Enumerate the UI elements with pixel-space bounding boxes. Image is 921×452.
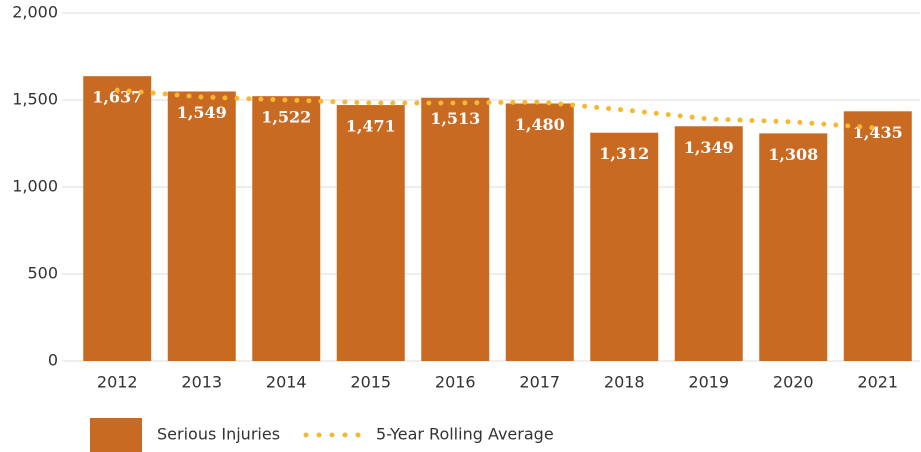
value-label: 1,349 xyxy=(684,138,734,157)
value-label: 1,513 xyxy=(430,109,480,128)
value-label: 1,522 xyxy=(261,108,311,127)
x-tick-label: 2013 xyxy=(181,373,222,392)
legend-swatch xyxy=(90,418,142,452)
bar xyxy=(674,126,743,361)
y-tick-label: 500 xyxy=(27,264,58,283)
x-tick-label: 2012 xyxy=(97,373,138,392)
bar xyxy=(167,91,236,361)
value-label: 1,549 xyxy=(177,103,227,122)
x-tick-label: 2020 xyxy=(773,373,814,392)
x-tick-label: 2017 xyxy=(519,373,560,392)
bar xyxy=(83,76,152,362)
bar xyxy=(843,111,912,361)
legend-label: Serious Injuries xyxy=(157,425,280,444)
x-tick-label: 2021 xyxy=(857,373,898,392)
value-label: 1,312 xyxy=(599,144,649,163)
bar xyxy=(336,105,405,362)
bar xyxy=(252,96,321,361)
y-tick-label: 1,500 xyxy=(12,90,58,109)
bar xyxy=(590,132,659,361)
x-tick-label: 2019 xyxy=(688,373,729,392)
legend-label: 5-Year Rolling Average xyxy=(376,425,554,444)
x-tick-label: 2014 xyxy=(266,373,307,392)
value-label: 1,435 xyxy=(853,123,903,142)
bar xyxy=(505,103,574,361)
rolling-average-line xyxy=(114,87,881,131)
x-tick-label: 2018 xyxy=(604,373,645,392)
x-tick-label: 2016 xyxy=(435,373,476,392)
bar xyxy=(759,133,828,361)
bar xyxy=(421,97,490,361)
x-tick-label: 2015 xyxy=(350,373,391,392)
y-tick-label: 0 xyxy=(48,351,58,370)
value-label: 1,480 xyxy=(515,115,565,134)
y-tick-label: 1,000 xyxy=(12,177,58,196)
value-label: 1,308 xyxy=(768,145,818,164)
value-label: 1,471 xyxy=(346,117,396,136)
y-tick-label: 2,000 xyxy=(12,3,58,22)
